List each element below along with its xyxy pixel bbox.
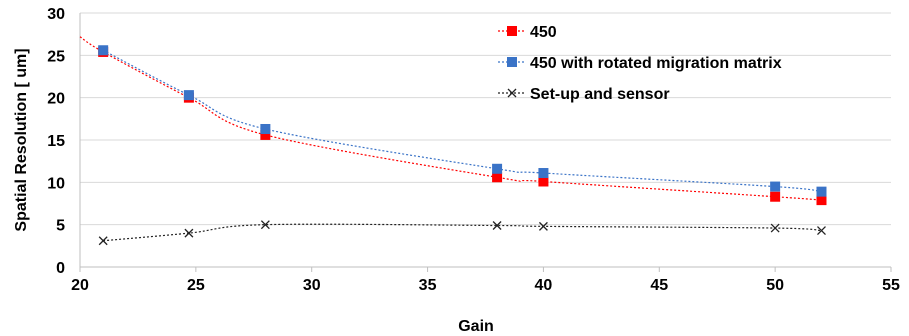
x-tick-label-55: 55 (882, 277, 900, 294)
x-tick-label-20: 20 (71, 277, 89, 294)
axes (79, 13, 892, 272)
x-tick-label-35: 35 (419, 277, 437, 294)
series-2-point-6 (817, 226, 826, 236)
legend-marker-1 (507, 57, 517, 67)
y-tick-label-30: 30 (47, 6, 65, 23)
y-tick-label-5: 5 (56, 218, 65, 235)
series-0-point-2 (260, 129, 271, 140)
series-2-point-0 (98, 236, 108, 246)
series-1-point-2 (260, 123, 271, 134)
y-tick-label-10: 10 (47, 175, 65, 192)
legend-label-2: Set-up and sensor (530, 86, 670, 103)
series-2-point-3 (492, 221, 502, 230)
series-1-point-6 (816, 186, 827, 197)
series-1-point-3 (492, 163, 503, 174)
x-tick-label-25: 25 (187, 277, 205, 294)
series-0-point-5 (770, 191, 781, 202)
series-0-point-3 (492, 172, 503, 183)
series-1 (98, 45, 827, 197)
series-2-point-5 (770, 223, 780, 233)
series-1-point-0 (98, 45, 109, 56)
series-0-line (79, 36, 822, 201)
series-1-point-5 (770, 181, 781, 192)
y-axis-title: Spatial Resolution [ um] (13, 48, 30, 231)
series-2 (98, 220, 826, 246)
legend-label-1: 450 with rotated migration matrix (530, 55, 782, 72)
y-tick-label-0: 0 (56, 260, 65, 277)
series-1-point-1 (183, 90, 194, 101)
x-tick-labels: 20 25 30 35 40 45 50 55 (71, 277, 900, 294)
legend: 450 450 with rotated migration matrix Set-… (498, 24, 782, 103)
series-2-point-2 (260, 220, 270, 230)
series-layer (79, 36, 827, 246)
legend-label-0: 450 (530, 24, 557, 41)
legend-item-2: Set-up and sensor (498, 86, 670, 103)
legend-marker-0 (507, 26, 517, 36)
x-tick-label-50: 50 (766, 277, 784, 294)
series-2-line (103, 223, 822, 242)
legend-item-0: 450 (498, 24, 557, 41)
x-tick-label-45: 45 (650, 277, 668, 294)
series-0-point-6 (816, 195, 827, 206)
gridlines (80, 12, 891, 226)
series-2-point-4 (538, 221, 548, 231)
series-1-point-4 (538, 168, 549, 179)
x-tick-label-30: 30 (303, 277, 321, 294)
y-tick-label-15: 15 (47, 133, 65, 150)
x-axis-title: Gain (458, 318, 494, 335)
legend-marker-2 (507, 88, 517, 98)
series-2-point-1 (184, 228, 194, 238)
series-0-point-4 (538, 176, 549, 187)
y-tick-labels: 0 5 10 15 20 25 30 (47, 6, 65, 277)
y-tick-label-20: 20 (47, 91, 65, 108)
legend-item-1: 450 with rotated migration matrix (498, 55, 782, 72)
y-tick-label-25: 25 (47, 48, 65, 65)
x-tick-label-40: 40 (535, 277, 553, 294)
